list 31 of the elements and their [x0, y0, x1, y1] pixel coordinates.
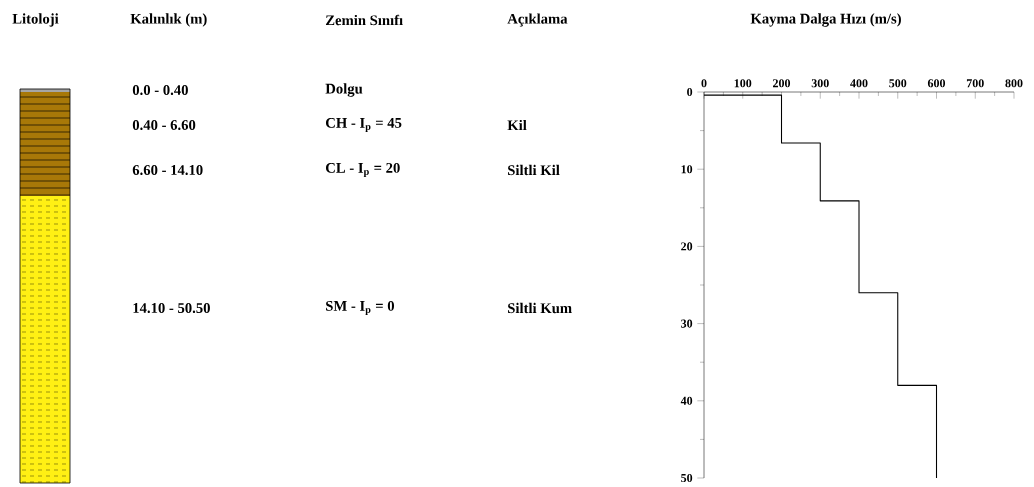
chart-title: Kayma Dalga Hızı (m/s) — [750, 13, 901, 27]
x-tick-label: 800 — [1005, 79, 1023, 88]
text: Siltli Kum — [508, 302, 572, 314]
y-tick-label: 40 — [680, 396, 693, 405]
x-tick-label: 500 — [889, 79, 907, 88]
x-tick-label: 700 — [966, 79, 984, 88]
y-tick-label: 20 — [681, 242, 693, 251]
text: Dolgu — [325, 83, 363, 97]
text: Kalınlık (m) — [130, 13, 207, 27]
text: CL - I$_{p}$ = 20 — [325, 162, 400, 178]
y-tick-label: 0 — [687, 87, 693, 97]
text: Litoloji — [12, 13, 59, 27]
y-tick-label: 10 — [681, 165, 693, 174]
x-tick-label: 600 — [927, 79, 946, 88]
text: 6.60 - 14.10 — [132, 165, 203, 175]
text: 0.40 - 6.60 — [132, 120, 196, 130]
x-tick-label: 100 — [734, 79, 752, 88]
y-tick-label: 50 — [681, 473, 693, 483]
x-tick-label: 0 — [701, 79, 707, 88]
text: Siltli Kil — [508, 164, 560, 176]
text: 0.0 - 0.40 — [132, 85, 188, 95]
x-tick-label: 400 — [850, 79, 868, 88]
x-tick-label: 200 — [773, 79, 791, 88]
text: CH - I$_{p}$ = 45 — [325, 117, 402, 133]
text: Açıklama — [507, 13, 568, 27]
text: Zemin Sınıfı — [325, 14, 403, 26]
y-tick-label: 30 — [681, 319, 693, 328]
text: SM - I$_{p}$ = 0 — [326, 300, 395, 316]
text: 14.10 - 50.50 — [133, 303, 210, 313]
text: Kil — [507, 119, 527, 131]
x-tick-label: 300 — [811, 79, 829, 88]
